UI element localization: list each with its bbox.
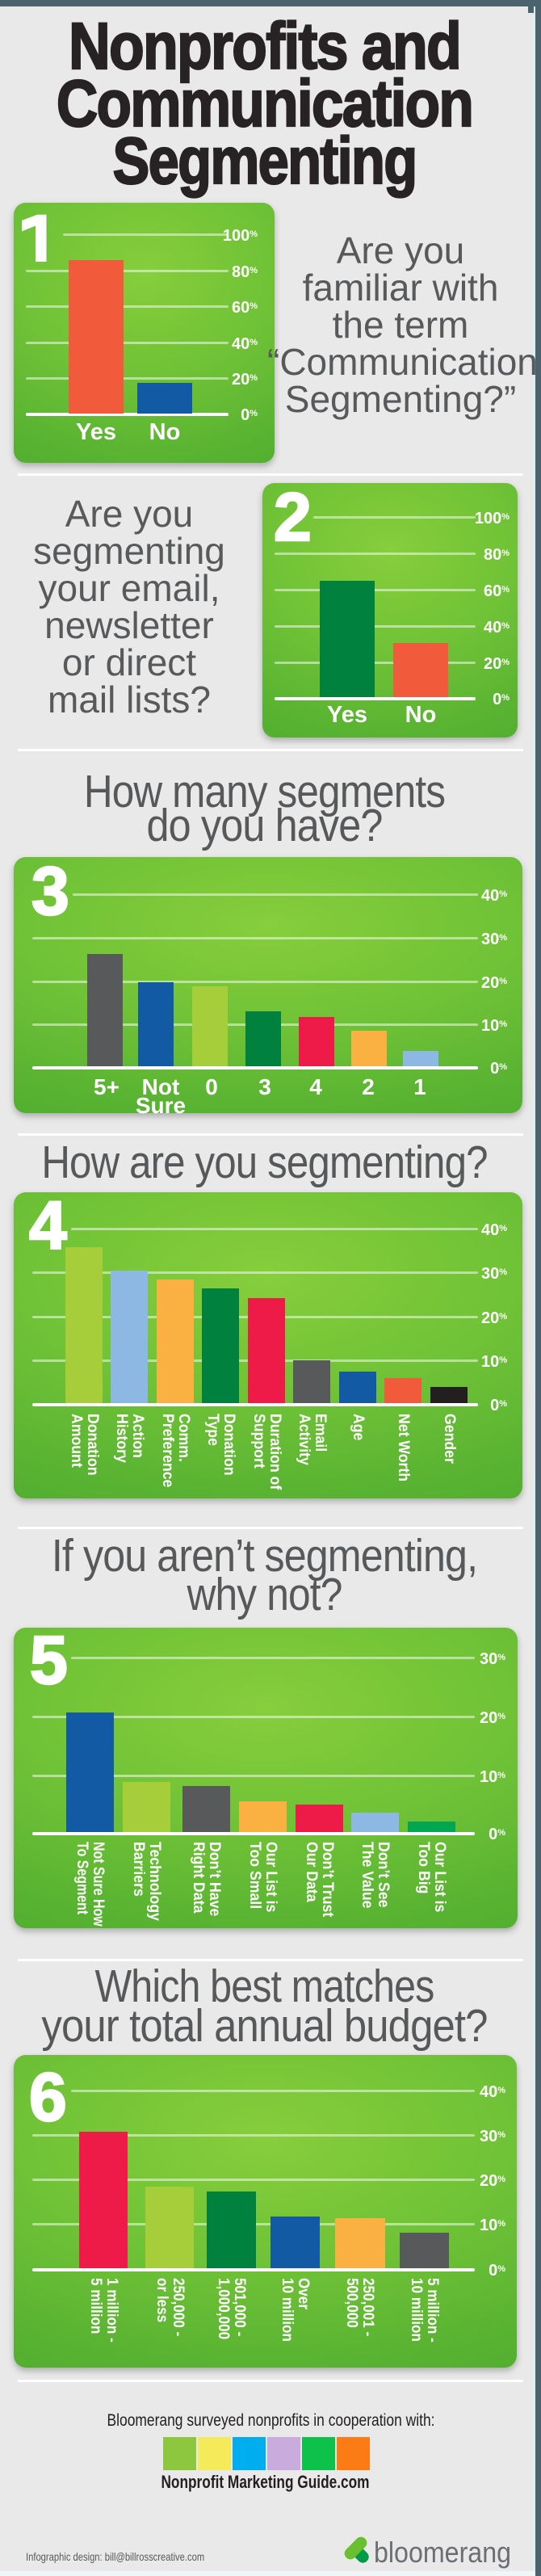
svg-text:bloomerang: bloomerang [374,2536,511,2569]
